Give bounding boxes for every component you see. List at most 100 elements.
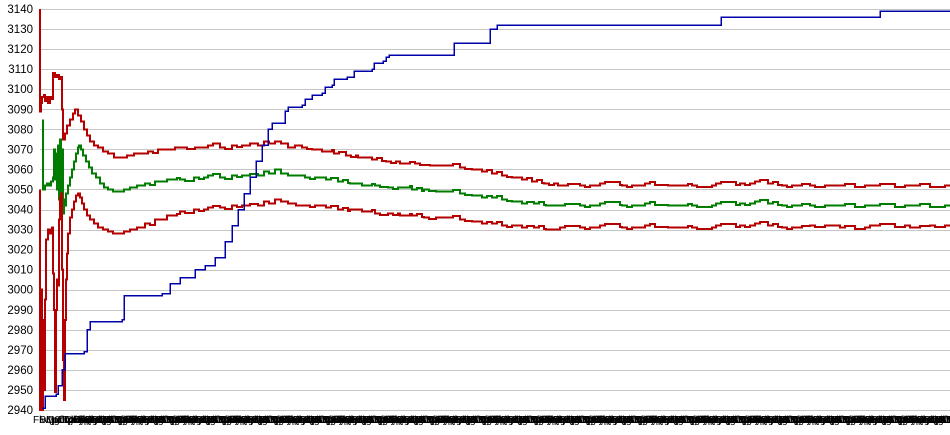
x-tick-label: pDnjbhQgfDz (573, 415, 633, 426)
x-tick-label: BQgfDzrTr4t (612, 415, 668, 426)
x-tick-label: wjwbpDGqf4t (331, 415, 392, 426)
x-tick-label: BQgfDzrTr4t (924, 415, 950, 426)
x-tick-label: rT4fN0cmplb (735, 415, 793, 426)
x-tick-label: chpalbBQgfD (391, 415, 450, 426)
x-tick-label: pDnjbhQgfDz (729, 415, 789, 426)
x-tick-label: DGqpDnTr7t4 (326, 415, 388, 426)
x-tick-label: wjwbpDGqf4t (539, 415, 600, 426)
x-tick-label: M0crpwjwbDG (202, 415, 267, 426)
x-tick-label: wjwbpDGqf4t (591, 415, 652, 426)
x-tick-label: wjwbpDGqf4t (383, 415, 444, 426)
x-tick-label: BQgfDzrTr4t (248, 415, 304, 426)
x-tick-label: BQgfDzrTr4t (716, 415, 772, 426)
y-tick-label: 3140 (7, 4, 33, 16)
y-tick-label: 3110 (8, 64, 33, 76)
x-tick-label: M0crpwjwbDG (254, 415, 319, 426)
x-tick-label: chpalbBQgfD (755, 415, 814, 426)
x-tick-label: FlwtpchpDlb (189, 415, 244, 426)
x-tick-label: FlwtpchpDlb (761, 415, 816, 426)
x-tick-label: M0crpwjwbDG (618, 415, 683, 426)
x-tick-label: BQgfDzrTr4t (456, 415, 512, 426)
x-tick-label: BQgfDzrTr4t (508, 415, 564, 426)
x-tick-label: pDnjbhQgfDz (521, 415, 581, 426)
x-tick-label: pDnjbhQgfDz (417, 415, 477, 426)
x-tick-label: DGqpDnTr7t4 (378, 415, 440, 426)
x-tick-label: DGqpDnTr7t4 (794, 415, 856, 426)
y-tick-label: 3070 (7, 144, 33, 156)
x-tick-label: rT4fN0cmplb (163, 415, 221, 426)
y-tick-label: 3010 (7, 265, 33, 277)
x-tick-label: BQgfDzrTr4t (40, 415, 96, 426)
x-tick-label: wjwbpDGqf4t (175, 415, 236, 426)
x-tick-label: DGqpDnTr7t4 (898, 415, 950, 426)
x-tick-label: chpalbBQgfD (79, 415, 138, 426)
x-tick-label: pDnjbhQgfDz (625, 415, 685, 426)
x-tick-label: chpalbBQgfD (911, 415, 950, 426)
x-tick-label: DGqpDnTr7t4 (170, 415, 232, 426)
y-tick-label: 3100 (7, 84, 33, 96)
x-tick-label: rT4fN0cmplb (371, 415, 429, 426)
x-tick-label: DGqpDnTr7t4 (274, 415, 336, 426)
x-tick-label: FlwtpchpDlb (813, 415, 868, 426)
x-tick-label: BQgfDzrTr4t (872, 415, 928, 426)
x-tick-label: pDnjbhQgfDz (209, 415, 269, 426)
x-tick-label: chpalbBQgfD (443, 415, 502, 426)
x-tick-label: pDnjbhQgfDz (885, 415, 945, 426)
x-tick-label: FlwtpchpDlb (85, 415, 140, 426)
x-axis-labels: FlwtpchpDlbBQgfDzrTr4tM0crpwjwbDGpDnjbhQ… (33, 415, 950, 426)
x-tick-label: rT4fN0cmplb (319, 415, 377, 426)
x-tick-label: wjwbpDGqf4t (695, 415, 756, 426)
x-tick-label: pDnjbhQgfDz (833, 415, 893, 426)
x-tick-label: DGqpDnTr7t4 (66, 415, 128, 426)
x-tick-label: FlwtpchpDlb (345, 415, 400, 426)
x-tick-label: FlwtpchpDlb (865, 415, 920, 426)
x-tick-label: rT4fN0cmplb (683, 415, 741, 426)
x-tick-label: FlwtpchpDlb (449, 415, 504, 426)
x-tick-label: pDnjbhQgfDz (53, 415, 113, 426)
x-tick-label: pDnjbhQgfDz (469, 415, 529, 426)
x-tick-label: BQgfDzrTr4t (404, 415, 460, 426)
x-tick-label: chpalbBQgfD (495, 415, 554, 426)
x-tick-label: DGqpDnTr7t4 (638, 415, 700, 426)
x-tick-label: pDnjbhQgfDz (313, 415, 373, 426)
x-tick-label: M0crpwjwbDG (722, 415, 787, 426)
y-tick-label: 2940 (7, 405, 33, 417)
x-tick-label: FlwtpchpDlb (33, 415, 88, 426)
x-tick-label: wjwbpDGqf4t (851, 415, 912, 426)
x-tick-label: BQgfDzrTr4t (352, 415, 408, 426)
x-tick-label: pDnjbhQgfDz (677, 415, 737, 426)
x-tick-label: chpalbBQgfD (703, 415, 762, 426)
x-tick-label: M0crpwjwbDG (514, 415, 579, 426)
x-tick-label: FlwtpchpDlb (293, 415, 348, 426)
x-tick-label: pDnjbhQgfDz (261, 415, 321, 426)
x-tick-label: wjwbpDGqf4t (71, 415, 132, 426)
x-tick-label: DGqpDnTr7t4 (430, 415, 492, 426)
x-tick-label: chpalbBQgfD (183, 415, 242, 426)
x-tick-label: FlwtpchpDlb (137, 415, 192, 426)
x-tick-label: rT4fN0cmplb (839, 415, 897, 426)
x-tick-label: M0crpwjwbDG (774, 415, 839, 426)
y-tick-label: 2950 (7, 385, 33, 397)
y-tick-label: 3050 (7, 184, 33, 196)
x-tick-label: chpalbBQgfD (287, 415, 346, 426)
x-tick-label: pDnjbhQgfDz (365, 415, 425, 426)
series-green-middle (42, 119, 950, 215)
x-tick-label: wjwbpDGqf4t (903, 415, 950, 426)
x-tick-label: rT4fN0cmplb (527, 415, 585, 426)
x-tick-label: chpalbBQgfD (599, 415, 658, 426)
series-red-lower-band (39, 189, 950, 411)
y-tick-label: 3020 (7, 245, 33, 257)
y-tick-label: 3130 (7, 24, 33, 36)
x-tick-label: FlwtpchpDlb (241, 415, 296, 426)
x-tick-label: M0crpwjwbDG (306, 415, 371, 426)
x-tick-label: pDnjbhQgfDz (157, 415, 217, 426)
x-tick-label: rT4fN0cmplb (787, 415, 845, 426)
x-tick-label: wjwbpDGqf4t (747, 415, 808, 426)
x-tick-label: M0crpwjwbDG (46, 415, 111, 426)
x-tick-label: wjwbpDGqf4t (799, 415, 860, 426)
series-blue-step-line (42, 10, 950, 409)
series-lines (39, 9, 950, 411)
x-tick-label: pDnjbhQgfDz (105, 415, 165, 426)
x-tick-label: rT4fN0cmplb (423, 415, 481, 426)
